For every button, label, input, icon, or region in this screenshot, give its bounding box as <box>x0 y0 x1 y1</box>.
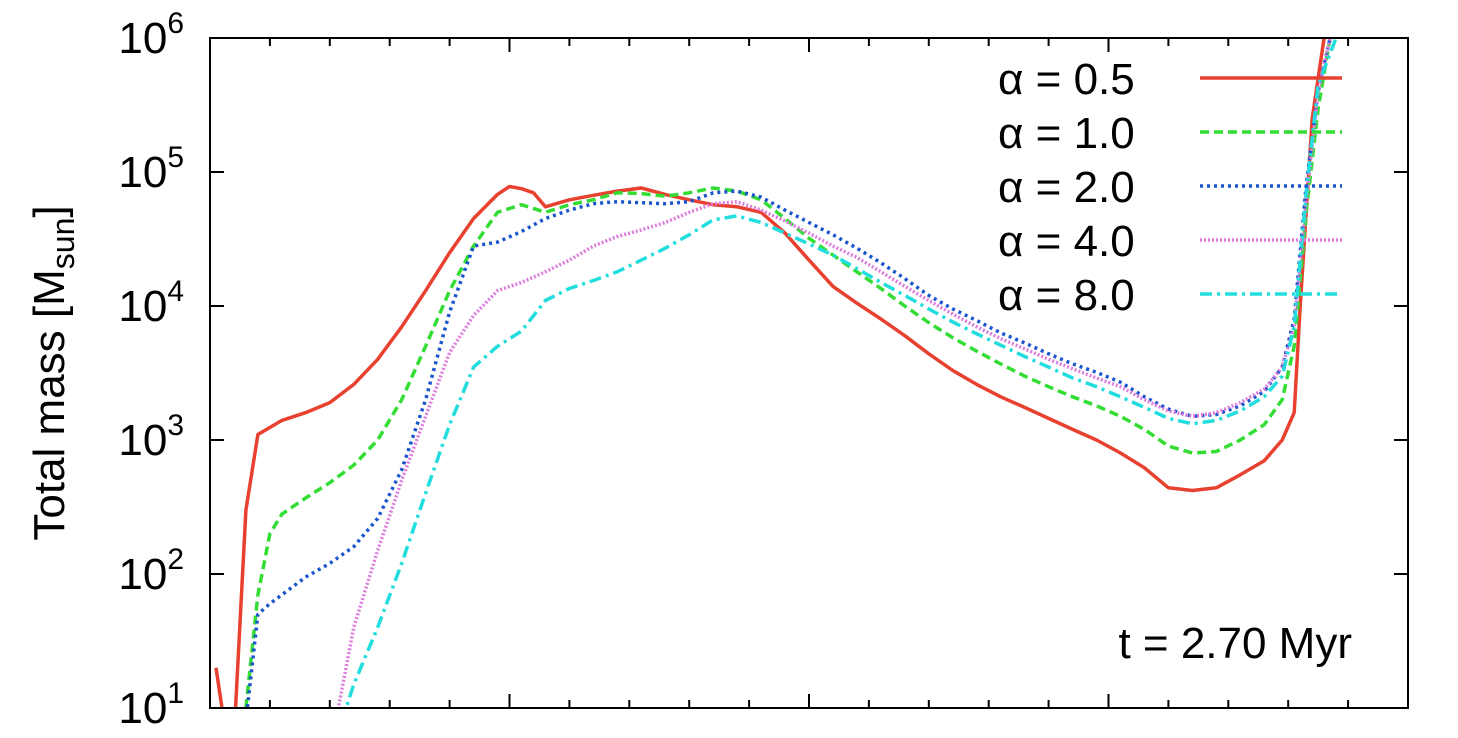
tick-layer: 101 102 103 104 105 106 <box>118 7 1408 733</box>
y-axis-title: Total mass [Msun] <box>25 205 81 540</box>
legend-label-4: α = 4.0 <box>998 217 1135 266</box>
series-line-2 <box>244 38 1332 708</box>
y-tick-label: 102 <box>118 543 184 599</box>
series-layer <box>214 38 1338 708</box>
series-line-1 <box>214 38 1326 708</box>
y-tick-label: 104 <box>118 275 184 331</box>
y-tick-label: 105 <box>118 141 184 197</box>
legend-label-3: α = 2.0 <box>998 163 1135 212</box>
plot-frame <box>209 37 1409 709</box>
legend-label-1: α = 0.5 <box>998 55 1135 104</box>
y-tick-label: 106 <box>118 7 184 63</box>
series-line-4 <box>336 38 1332 708</box>
series-line-3 <box>245 38 1332 708</box>
legend-label-2: α = 1.0 <box>998 109 1135 158</box>
y-tick-label: 103 <box>118 409 184 465</box>
legend-label-5: α = 8.0 <box>998 271 1135 320</box>
time-annotation: t = 2.70 Myr <box>1118 619 1352 668</box>
legend: α = 0.5 α = 1.0 α = 2.0 α = 4.0 α = 8.0 <box>998 55 1342 320</box>
series-line-5 <box>344 38 1338 708</box>
y-tick-label: 101 <box>118 677 184 733</box>
y-axis-title-text: Total mass [Msun] <box>25 205 81 540</box>
